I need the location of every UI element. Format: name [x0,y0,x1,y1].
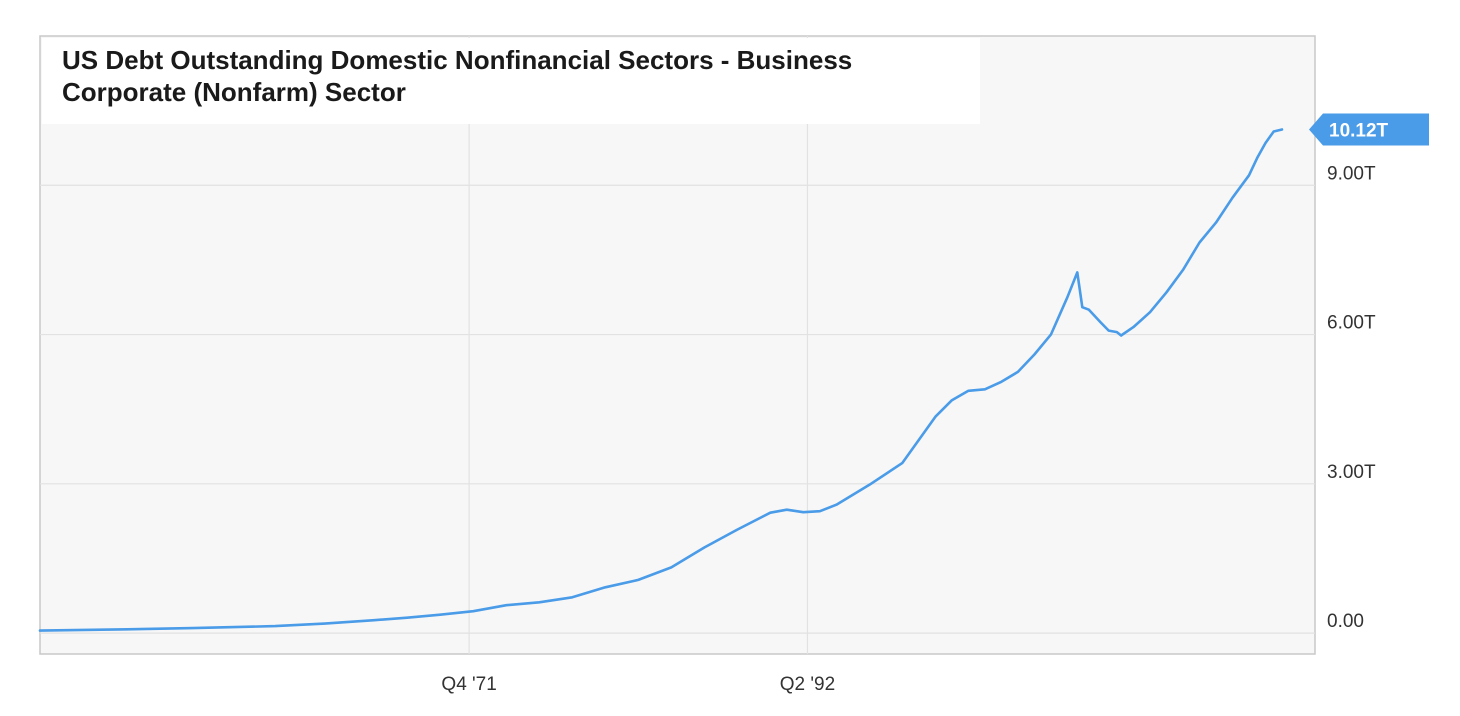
last-value-marker: 10.12T [1309,113,1429,146]
y-tick-label: 6.00T [1327,313,1376,334]
series-line [38,128,1284,632]
last-value-label: 10.12T [1329,121,1389,142]
x-tick-label: Q2 '92 [780,674,835,695]
chart-title-box [42,38,980,124]
y-tick-label: 3.00T [1327,462,1376,483]
y-tick-label: 9.00T [1327,163,1376,184]
last-value-flag [1309,113,1429,146]
y-tick-label: 0.00 [1327,611,1364,632]
x-tick-label: Q4 '71 [441,674,496,695]
grid-lines [40,36,1315,654]
chart-title: US Debt Outstanding Domestic Nonfinancia… [62,45,853,107]
series-layer [38,128,1284,632]
plot-area [39,35,1316,655]
y-axis: 0.00 3.00T 6.00T 9.00T [1327,163,1376,632]
x-axis: Q4 '71 Q2 '92 [441,674,835,695]
